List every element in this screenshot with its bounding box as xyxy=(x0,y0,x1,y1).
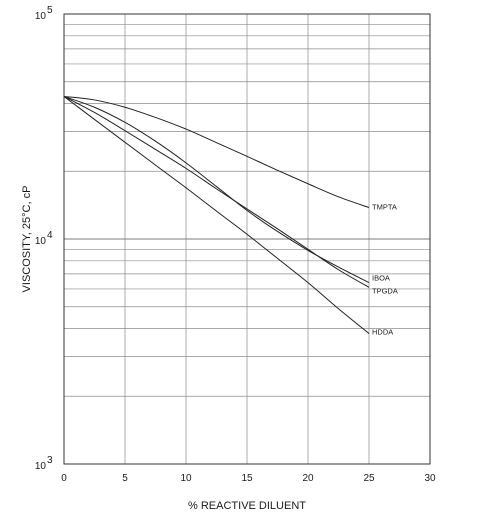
grid xyxy=(64,14,430,464)
plot-frame xyxy=(63,13,431,465)
series-labels: TMPTA IBOA TPGDA HDDA xyxy=(372,203,398,337)
series-label-iboa: IBOA xyxy=(372,274,390,283)
x-tick-label: 15 xyxy=(241,473,253,484)
y-tick-exponent: 5 xyxy=(47,5,53,16)
y-tick-label: 10 xyxy=(35,11,47,22)
y-tick-label: 10 xyxy=(35,461,47,472)
series-label-hdda: HDDA xyxy=(372,328,393,337)
x-tick-label: 20 xyxy=(302,473,314,484)
x-tick-label: 30 xyxy=(424,473,436,484)
series-line-tpgda xyxy=(63,96,370,288)
y-tick-label: 10 xyxy=(35,236,47,247)
series-label-tmpta: TMPTA xyxy=(372,203,397,212)
series-lines xyxy=(63,95,370,334)
y-axis-title: VISCOSITY, 25°C, cP xyxy=(21,186,33,293)
series-line-hdda xyxy=(63,96,370,334)
x-tick-label: 0 xyxy=(61,473,67,484)
series-line-tmpta xyxy=(63,95,370,209)
series-line-iboa xyxy=(63,95,370,284)
x-axis-title: % REACTIVE DILUENT xyxy=(188,500,306,512)
x-tick-label: 10 xyxy=(180,473,192,484)
x-tick-label: 5 xyxy=(122,473,128,484)
series-label-tpgda: TPGDA xyxy=(372,286,398,295)
y-tick-exponent: 4 xyxy=(47,230,53,241)
x-tick-label: 25 xyxy=(363,473,375,484)
y-tick-exponent: 3 xyxy=(47,455,53,466)
